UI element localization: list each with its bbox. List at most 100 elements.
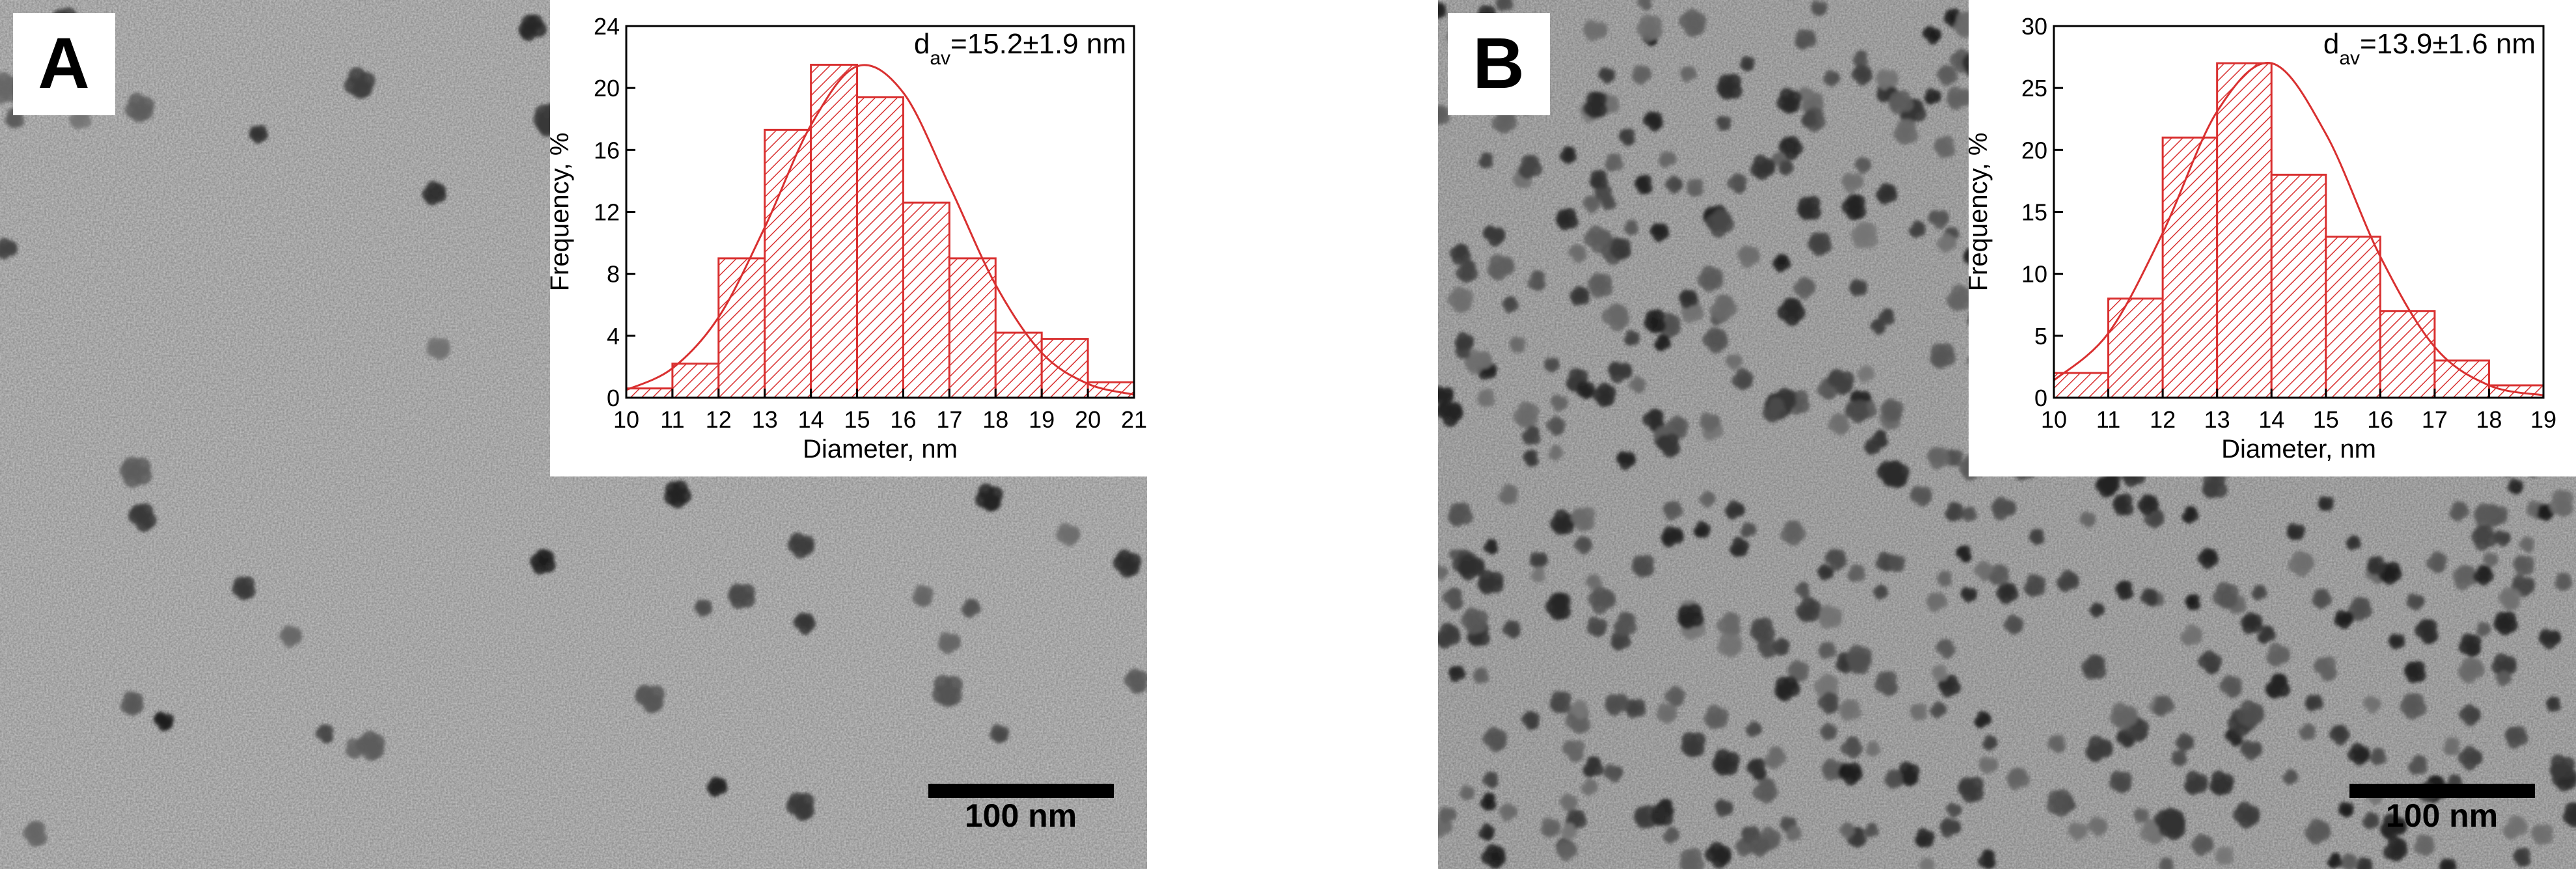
particle-lobe (2119, 493, 2133, 506)
particle-lobe (1966, 506, 1976, 516)
particle-lobe (1803, 29, 1816, 42)
particle-lobe (2245, 805, 2260, 821)
particle-lobe (2500, 531, 2511, 542)
particle-lobe (1876, 430, 1887, 441)
particle-lobe (1794, 390, 1808, 405)
particle-lobe (1597, 273, 1613, 289)
particle-lobe (1747, 523, 1756, 533)
particle-lobe (1724, 752, 1740, 768)
panel-label: B (1473, 23, 1524, 103)
particle-lobe (2423, 619, 2437, 634)
particle-lobe (1901, 118, 1917, 134)
particle-lobe (2412, 661, 2425, 674)
particle-lobe (1558, 691, 1572, 705)
particle-lobe (2228, 676, 2242, 690)
particle-lobe (1650, 112, 1663, 124)
y-tick-label: 0 (607, 385, 620, 411)
particle-lobe (1618, 363, 1632, 376)
bar (994, 331, 1043, 399)
x-tick-label: 19 (1029, 406, 1055, 433)
particle-lobe (2342, 611, 2353, 622)
particle-lobe (2208, 654, 2223, 668)
particle-lobe (1596, 170, 1607, 182)
particle-lobe (1466, 787, 1475, 796)
x-axis-label: Diameter, nm (2221, 435, 2376, 463)
particle-lobe (1549, 357, 1559, 367)
particle-lobe (1716, 846, 1732, 861)
particle-lobe (2004, 583, 2017, 596)
particle-lobe (1445, 625, 1460, 641)
particle-lobe (1691, 732, 1706, 748)
particle-lobe (2551, 697, 2560, 706)
particle-lobe (2139, 808, 2149, 818)
particle-lobe (1524, 404, 1540, 419)
particle-lobe (1685, 290, 1697, 301)
particle-lobe (2335, 724, 2347, 737)
particle-lobe (2306, 724, 2316, 735)
particle-lobe (1936, 210, 1949, 222)
particle-lobe (2452, 775, 2461, 784)
bar (2325, 236, 2381, 399)
particle-lobe (539, 550, 555, 565)
particle-lobe (1885, 70, 1898, 83)
particle-lobe (1807, 110, 1817, 120)
particle-lobe (1484, 152, 1493, 162)
annotation-part: av (930, 48, 950, 69)
particle-lobe (1823, 675, 1839, 691)
particle-lobe (2482, 622, 2491, 632)
particle-lobe (2032, 575, 2046, 589)
particle-lobe (1670, 527, 1683, 540)
particle-lobe (1456, 244, 1469, 256)
particle-lobe (1770, 397, 1785, 412)
particle-lobe (2370, 697, 2381, 708)
annotation-part: =13.9±1.6 nm (2360, 28, 2536, 60)
particle-lobe (1476, 351, 1492, 366)
particle-lobe (1469, 557, 1485, 573)
particle-lobe (1708, 268, 1723, 283)
particle-lobe (1565, 146, 1576, 157)
panel-label: A (38, 23, 89, 103)
particle-lobe (1574, 369, 1588, 383)
y-tick-label: 25 (2021, 75, 2047, 102)
particle-lobe (967, 599, 979, 611)
particle-lobe (1758, 617, 1773, 632)
panel-label-box (13, 13, 115, 115)
particle-lobe (2122, 706, 2138, 722)
particle-lobe (1870, 741, 1879, 751)
y-tick-label: 20 (594, 75, 620, 102)
particle-lobe (2066, 572, 2079, 586)
particle-lobe (1987, 758, 1999, 769)
particle-lobe (1535, 566, 1545, 576)
particle-lobe (1588, 756, 1601, 769)
x-tick-label: 17 (936, 406, 962, 433)
bar (1040, 338, 1089, 399)
particle-lobe (1463, 335, 1475, 346)
particle-lobe (1693, 178, 1704, 189)
particle-lobe (1612, 766, 1623, 777)
particle-lobe (1931, 90, 1941, 100)
particle-lobe (1492, 227, 1506, 240)
particle-lobe (2512, 817, 2527, 831)
particle-lobe (2344, 803, 2354, 812)
particle-lobe (1771, 747, 1784, 760)
particle-lobe (2346, 853, 2357, 864)
particle-lobe (2501, 671, 2511, 681)
annotation-part: d (914, 28, 930, 60)
particle-lobe (1816, 232, 1831, 247)
particle-lobe (1905, 764, 1920, 779)
x-tick-label: 11 (660, 406, 684, 433)
particle-lobe (1838, 371, 1855, 387)
particle-lobe (1708, 414, 1721, 426)
histogram: 10 11 12 13 14 15 16 17 18 19 20 21 0 4 8 12 16 20 24 Diame… (546, 13, 1147, 463)
x-tick-label: 21 (1121, 406, 1147, 433)
particle-lobe (2121, 581, 2133, 592)
particle-lobe (322, 724, 334, 736)
particle-lobe (1799, 582, 1809, 592)
particle-lobe (2351, 536, 2361, 545)
bar (625, 387, 674, 399)
particle-lobe (1982, 564, 1995, 575)
particle-lobe (2248, 703, 2264, 719)
particle-lobe (2356, 597, 2370, 611)
particle-lobe (1850, 195, 1866, 210)
